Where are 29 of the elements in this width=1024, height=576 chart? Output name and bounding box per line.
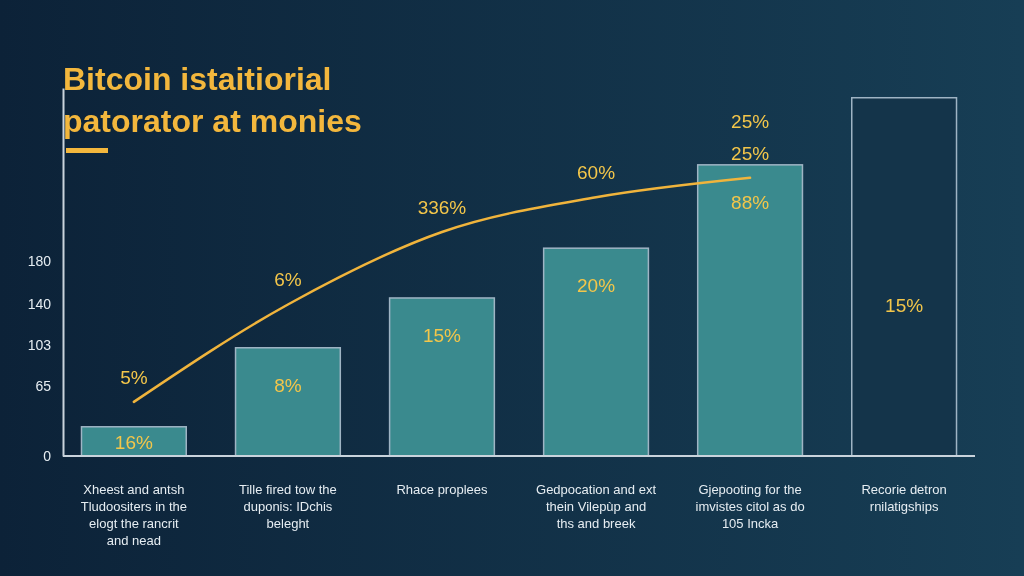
y-tick-label: 0 (43, 447, 52, 464)
annotation: 20% (577, 275, 616, 297)
x-tick-label: Gjepooting for the imvistes citol as do 105 Incka (695, 482, 805, 531)
bar (696, 164, 804, 457)
y-tick-label: 140 (27, 296, 52, 313)
x-tick-label: Xheest and antsh Tludoositers in the elogt the rancrit and nead (80, 482, 187, 548)
annotation: 6% (274, 269, 302, 291)
x-tick-label: Tille fired tow the duponis: IDchis beleght (239, 482, 337, 531)
annotation: 25% (731, 110, 770, 132)
annotation: 15% (885, 295, 924, 316)
x-tick-label: Rhace proplees (396, 482, 488, 497)
annotation: 88% (731, 191, 770, 213)
bar (542, 247, 650, 457)
bar (234, 347, 342, 457)
bar (388, 297, 496, 457)
y-tick-label: 103 (27, 336, 52, 353)
annotation: 336% (417, 196, 467, 218)
y-tick-label: 180 (27, 253, 52, 270)
chart-title: Bitcoin istaitiorial patorator at monies (63, 61, 362, 139)
annotation: 60% (577, 162, 616, 184)
annotation: 8% (274, 374, 302, 396)
annotation: 16% (114, 432, 153, 454)
annotation: 25% (731, 142, 770, 164)
x-tick-label: Recorie detron rnilatigships (861, 482, 947, 514)
annotation: 5% (120, 366, 148, 388)
bar (851, 96, 958, 457)
y-tick-label: 65 (35, 377, 52, 394)
annotation: 15% (422, 324, 462, 346)
x-tick-label: Gedpocation and ext thein Vilepùp and ths and breek (536, 482, 657, 531)
